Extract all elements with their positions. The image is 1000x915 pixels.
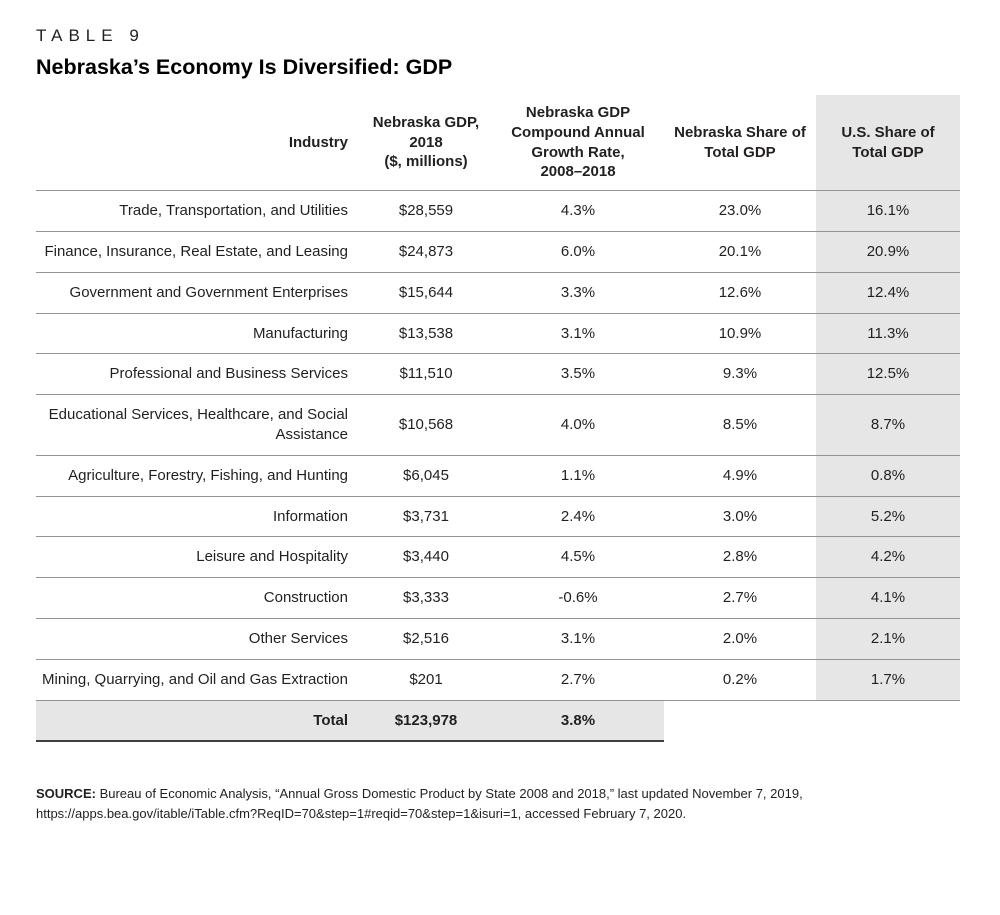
growth-rate-cell: -0.6% (492, 577, 664, 619)
nebraska-share-cell: 23.0% (664, 190, 816, 232)
nebraska-gdp-cell: $3,440 (360, 536, 492, 579)
table-row: Finance, Insurance, Real Estate, and Lea… (36, 231, 960, 273)
nebraska-gdp-cell: $3,333 (360, 577, 492, 619)
total-nebraska-share-empty (664, 700, 816, 742)
nebraska-share-cell: 12.6% (664, 272, 816, 314)
header-row: Industry Nebraska GDP, 2018 ($, millions… (36, 95, 960, 192)
industry-cell: Mining, Quarrying, and Oil and Gas Extra… (36, 659, 360, 701)
total-us-share-empty (816, 700, 960, 742)
table-row: Mining, Quarrying, and Oil and Gas Extra… (36, 659, 960, 701)
us-share-cell: 2.1% (816, 618, 960, 660)
table-row: Professional and Business Services $11,5… (36, 353, 960, 396)
us-share-cell: 1.7% (816, 659, 960, 701)
column-header-growth-rate: Nebraska GDP Compound Annual Growth Rate… (492, 95, 664, 192)
growth-rate-cell: 1.1% (492, 455, 664, 497)
industry-cell: Information (36, 496, 360, 538)
nebraska-gdp-cell: $15,644 (360, 272, 492, 314)
nebraska-gdp-cell: $3,731 (360, 496, 492, 538)
us-share-cell: 16.1% (816, 190, 960, 232)
table-row: Leisure and Hospitality $3,440 4.5% 2.8%… (36, 536, 960, 579)
table-row: Agriculture, Forestry, Fishing, and Hunt… (36, 455, 960, 497)
nebraska-share-cell: 8.5% (664, 394, 816, 456)
source-note: SOURCE: Bureau of Economic Analysis, “An… (36, 784, 936, 824)
growth-rate-cell: 3.1% (492, 618, 664, 660)
table-row: Educational Services, Healthcare, and So… (36, 394, 960, 456)
column-header-us-share: U.S. Share of Total GDP (816, 95, 960, 192)
column-header-nebraska-share: Nebraska Share of Total GDP (664, 95, 816, 192)
industry-cell: Educational Services, Healthcare, and So… (36, 394, 360, 456)
us-share-cell: 11.3% (816, 313, 960, 355)
nebraska-share-cell: 2.0% (664, 618, 816, 660)
nebraska-share-cell: 20.1% (664, 231, 816, 273)
table-row: Other Services $2,516 3.1% 2.0% 2.1% (36, 618, 960, 660)
us-share-cell: 20.9% (816, 231, 960, 273)
table-row: Manufacturing $13,538 3.1% 10.9% 11.3% (36, 313, 960, 355)
total-label: Total (36, 700, 360, 743)
table-row: Information $3,731 2.4% 3.0% 5.2% (36, 496, 960, 538)
nebraska-gdp-cell: $10,568 (360, 394, 492, 456)
industry-cell: Professional and Business Services (36, 353, 360, 396)
table-row: Government and Government Enterprises $1… (36, 272, 960, 314)
growth-rate-cell: 2.7% (492, 659, 664, 701)
nebraska-share-cell: 0.2% (664, 659, 816, 701)
industry-cell: Construction (36, 577, 360, 619)
nebraska-share-cell: 2.7% (664, 577, 816, 619)
us-share-cell: 12.5% (816, 353, 960, 396)
us-share-cell: 0.8% (816, 455, 960, 497)
column-header-nebraska-gdp: Nebraska GDP, 2018 ($, millions) (360, 95, 492, 192)
growth-rate-cell: 4.3% (492, 190, 664, 232)
nebraska-gdp-cell: $28,559 (360, 190, 492, 232)
total-growth-rate-value: 3.8% (492, 700, 664, 743)
total-gdp-value: $123,978 (360, 700, 492, 743)
nebraska-share-cell: 2.8% (664, 536, 816, 579)
industry-cell: Finance, Insurance, Real Estate, and Lea… (36, 231, 360, 273)
industry-cell: Government and Government Enterprises (36, 272, 360, 314)
nebraska-gdp-cell: $13,538 (360, 313, 492, 355)
table-body: Trade, Transportation, and Utilities $28… (36, 190, 960, 701)
us-share-cell: 4.2% (816, 536, 960, 579)
us-share-cell: 5.2% (816, 496, 960, 538)
industry-cell: Agriculture, Forestry, Fishing, and Hunt… (36, 455, 360, 497)
nebraska-share-cell: 4.9% (664, 455, 816, 497)
gdp-table: Industry Nebraska GDP, 2018 ($, millions… (36, 95, 960, 743)
page-title: Nebraska’s Economy Is Diversified: GDP (36, 55, 453, 79)
industry-cell: Other Services (36, 618, 360, 660)
nebraska-share-cell: 10.9% (664, 313, 816, 355)
growth-rate-cell: 6.0% (492, 231, 664, 273)
us-share-cell: 8.7% (816, 394, 960, 456)
table-row: Construction $3,333 -0.6% 2.7% 4.1% (36, 577, 960, 619)
nebraska-gdp-cell: $6,045 (360, 455, 492, 497)
growth-rate-cell: 4.5% (492, 536, 664, 579)
nebraska-gdp-cell: $2,516 (360, 618, 492, 660)
us-share-cell: 4.1% (816, 577, 960, 619)
growth-rate-cell: 3.1% (492, 313, 664, 355)
industry-cell: Leisure and Hospitality (36, 536, 360, 579)
growth-rate-cell: 3.5% (492, 353, 664, 396)
nebraska-gdp-cell: $201 (360, 659, 492, 701)
table-row: Trade, Transportation, and Utilities $28… (36, 190, 960, 232)
column-header-industry: Industry (36, 95, 360, 192)
growth-rate-cell: 3.3% (492, 272, 664, 314)
table-kicker: TABLE 9 (36, 26, 145, 45)
nebraska-share-cell: 3.0% (664, 496, 816, 538)
nebraska-gdp-cell: $11,510 (360, 353, 492, 396)
source-text: Bureau of Economic Analysis, “Annual Gro… (36, 786, 803, 822)
growth-rate-cell: 2.4% (492, 496, 664, 538)
nebraska-gdp-cell: $24,873 (360, 231, 492, 273)
industry-cell: Manufacturing (36, 313, 360, 355)
us-share-cell: 12.4% (816, 272, 960, 314)
nebraska-share-cell: 9.3% (664, 353, 816, 396)
growth-rate-cell: 4.0% (492, 394, 664, 456)
source-label: SOURCE: (36, 786, 96, 802)
industry-cell: Trade, Transportation, and Utilities (36, 190, 360, 232)
total-row: Total $123,978 3.8% (36, 700, 960, 743)
